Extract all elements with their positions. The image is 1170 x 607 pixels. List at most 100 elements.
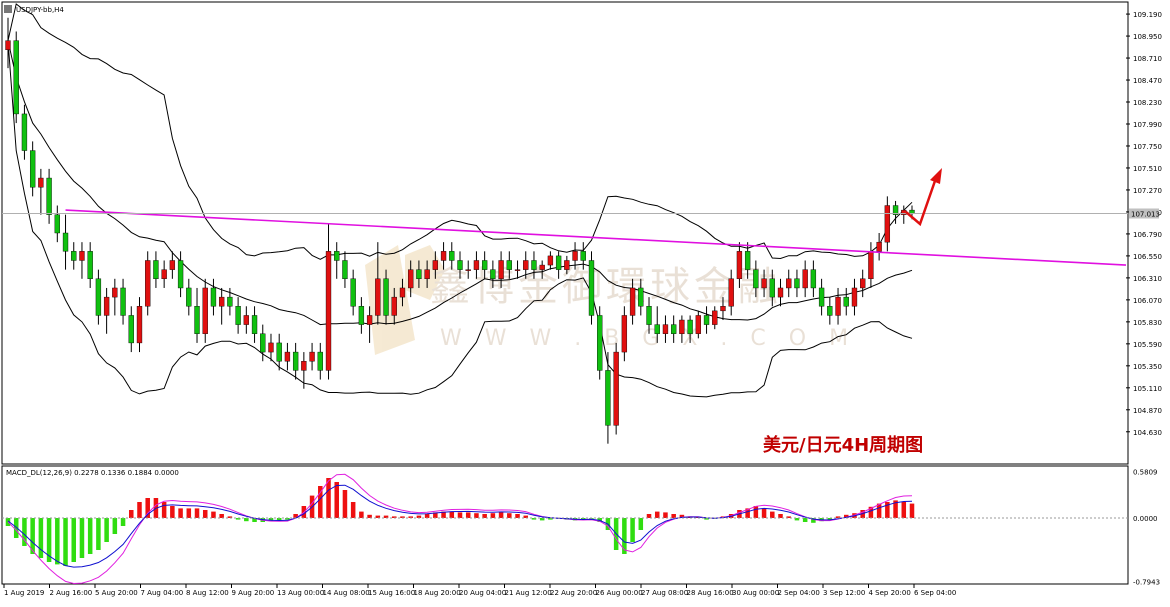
candle-body xyxy=(219,296,225,307)
macd-bar xyxy=(498,512,504,518)
time-tick-label: 22 Aug 20:00 xyxy=(550,589,597,597)
macd-bar xyxy=(194,508,200,518)
macd-bar xyxy=(178,508,183,518)
macd-tick-label: 0.5809 xyxy=(1133,469,1158,477)
time-axis: 1 Aug 2019 2 Aug 16:00 5 Aug 20:00 7 Aug 04… xyxy=(3,584,956,597)
candle-body xyxy=(301,361,307,371)
candle-body xyxy=(432,260,439,270)
candle-body xyxy=(71,251,77,261)
macd-bar xyxy=(835,516,841,518)
time-tick-label: 26 Aug 00:00 xyxy=(596,589,643,597)
macd-bar xyxy=(761,508,767,518)
macd-bar xyxy=(71,518,77,562)
candle-body xyxy=(490,269,496,280)
macd-bar xyxy=(753,506,759,518)
macd-bar xyxy=(449,511,455,518)
macd-bar xyxy=(893,500,898,518)
candle-body xyxy=(868,251,874,280)
candle-body xyxy=(597,315,603,371)
price-tick-label: 105.350 xyxy=(1133,363,1162,371)
macd-bar xyxy=(433,512,438,518)
candle-body xyxy=(153,260,159,280)
macd-bar xyxy=(679,514,685,518)
price-tick-label: 104.870 xyxy=(1133,407,1162,415)
projection-arrow xyxy=(905,168,942,227)
symbol-label: USDJPY-bb,H4 xyxy=(16,6,64,14)
watermark-cn: 鑫博金御環球金融 xyxy=(430,264,782,310)
candle-body xyxy=(79,251,85,261)
macd-bar xyxy=(244,518,249,522)
candle-body xyxy=(95,278,102,316)
candle-body xyxy=(235,306,241,325)
macd-bar xyxy=(909,503,915,518)
macd-bar xyxy=(802,518,808,522)
time-tick-label: 5 Aug 20:00 xyxy=(95,589,138,597)
candle-body xyxy=(736,251,743,280)
candle-body xyxy=(473,260,480,270)
candle-body xyxy=(161,269,167,280)
macd-bar xyxy=(227,516,233,518)
macd-bar xyxy=(120,518,126,526)
macd-bar xyxy=(843,514,849,518)
macd-histogram xyxy=(5,473,915,585)
price-tick-label: 104.630 xyxy=(1133,429,1162,437)
candle-body xyxy=(523,260,529,270)
macd-bar xyxy=(827,518,833,520)
macd-bar xyxy=(202,510,208,518)
candle-body xyxy=(383,278,389,316)
candle-body xyxy=(21,113,28,151)
candle-body xyxy=(128,315,134,344)
candle-body xyxy=(547,255,554,266)
macd-bar xyxy=(161,502,167,518)
candle-body xyxy=(712,310,718,325)
macd-bar xyxy=(342,490,348,518)
macd-bar xyxy=(96,518,101,550)
macd-bar xyxy=(507,513,512,518)
macd-bar xyxy=(318,486,323,518)
candle-body xyxy=(901,209,907,215)
macd-bar xyxy=(465,512,471,518)
macd-bar xyxy=(885,502,890,518)
macd-bar xyxy=(474,513,479,518)
candle-body xyxy=(728,278,734,307)
macd-bar xyxy=(408,516,413,518)
candle-body xyxy=(761,278,767,289)
time-tick-label: 1 Aug 2019 xyxy=(4,589,44,597)
macd-bar xyxy=(145,498,150,518)
macd-bar xyxy=(646,514,652,518)
candle-body xyxy=(54,214,60,234)
candle-body xyxy=(629,287,636,316)
macd-tick-label: -0.7943 xyxy=(1133,579,1160,587)
price-tick-label: 106.790 xyxy=(1133,231,1162,239)
time-tick-label: 21 Aug 12:00 xyxy=(505,589,552,597)
candle-body xyxy=(120,287,126,316)
time-tick-label: 6 Sep 04:00 xyxy=(914,589,956,597)
watermark: 鑫博金御環球金融 W W W . B G X . C O M xyxy=(365,245,848,355)
candle-body xyxy=(366,315,373,325)
macd-bar xyxy=(87,518,93,554)
candle-body xyxy=(399,287,406,298)
candle-body xyxy=(514,269,521,271)
candle-body xyxy=(892,205,899,215)
macd-bar xyxy=(359,511,364,518)
candle-body xyxy=(210,287,217,307)
time-tick-label: 3 Sep 12:00 xyxy=(823,589,865,597)
candle-body xyxy=(87,251,93,280)
candle-body xyxy=(457,260,463,270)
macd-bar xyxy=(13,518,19,538)
bollinger-bands xyxy=(7,3,913,398)
macd-bar xyxy=(424,514,430,518)
candle-body xyxy=(481,260,488,270)
candle-body xyxy=(744,251,751,270)
macd-bar xyxy=(383,515,389,518)
candle-body xyxy=(588,260,595,316)
macd-bar xyxy=(622,518,627,554)
time-tick-label: 30 Aug 00:00 xyxy=(732,589,779,597)
macd-bar xyxy=(663,512,668,518)
price-tick-label: 107.990 xyxy=(1133,121,1162,129)
macd-pane xyxy=(1,465,1129,585)
candle-body xyxy=(334,251,340,261)
candle-body xyxy=(342,260,348,280)
macd-bar xyxy=(170,506,175,518)
